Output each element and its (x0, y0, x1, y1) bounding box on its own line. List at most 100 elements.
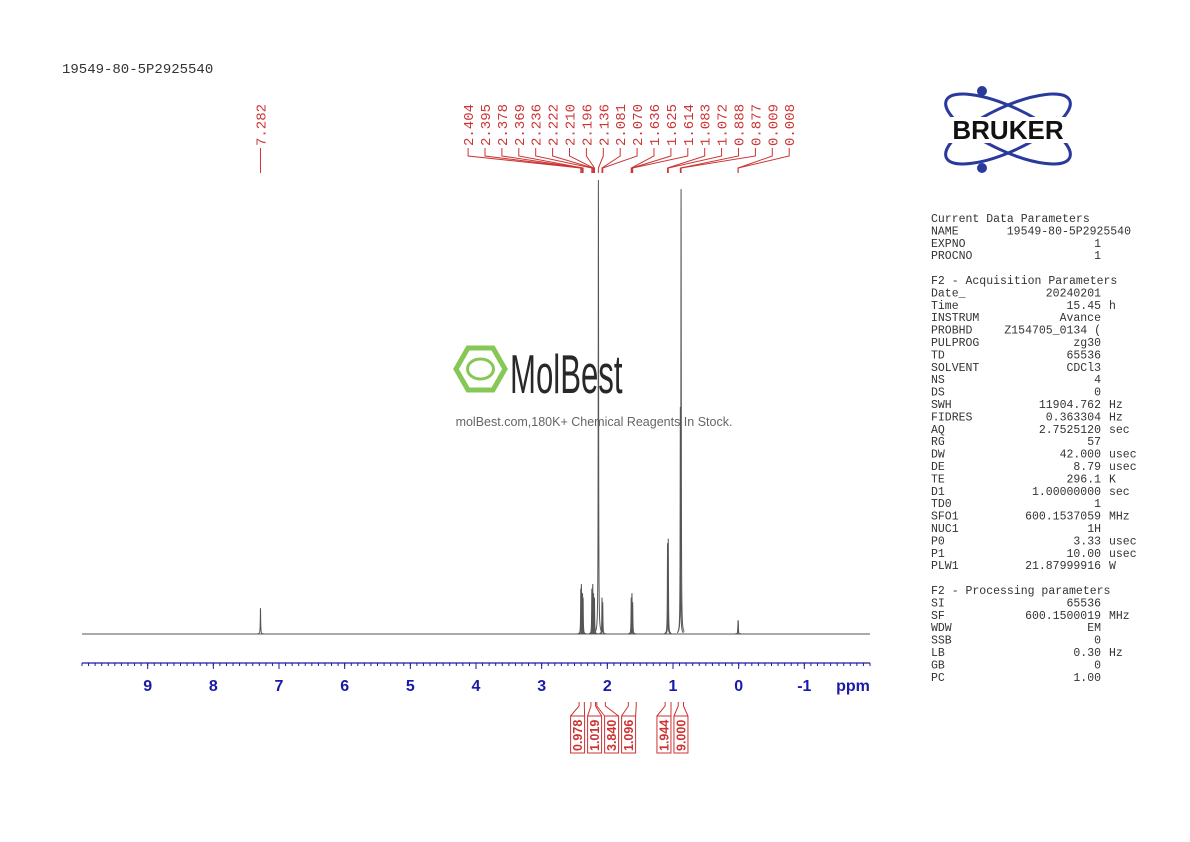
peak-label: 0.009 (766, 104, 782, 146)
integral-box (656, 715, 672, 754)
parameter-name: SOLVENT (931, 362, 979, 375)
peak-label: 2.236 (530, 104, 546, 146)
integral-label: 1.944 (657, 720, 671, 751)
x-tick-label: 9 (143, 678, 152, 695)
parameter-name: WDW (931, 622, 952, 635)
logo-dot (977, 86, 987, 96)
parameter-value: 20240201 (1046, 287, 1101, 300)
parameter-value: 10.00 (1066, 548, 1101, 561)
parameter-name: TD0 (931, 498, 952, 511)
parameter-name: NAME (931, 225, 959, 238)
peak-label: 1.072 (716, 104, 732, 146)
parameter-value: 600.1537059 (1025, 511, 1101, 524)
parameter-value: 1 (1094, 238, 1101, 251)
peak-leader (679, 148, 739, 173)
parameter-name: SFO1 (931, 511, 959, 524)
peak-label: 1.625 (665, 104, 681, 146)
peak-label: 1.083 (699, 104, 715, 146)
parameter-unit: MHz (1109, 511, 1130, 524)
x-axis-label: ppm (836, 678, 870, 695)
parameter-value: 11904.762 (1039, 399, 1101, 412)
watermark-icon (453, 345, 508, 393)
parameter-value: 0.363304 (1046, 411, 1101, 424)
peak (599, 602, 606, 635)
integral-box (587, 715, 603, 754)
peak-leader (501, 148, 584, 173)
x-tick-label: 2 (603, 678, 612, 695)
parameter-unit: K (1109, 473, 1116, 486)
parameter-unit: sec (1109, 424, 1130, 437)
peak-label: 2.081 (614, 104, 630, 146)
parameter-value: Avance (1060, 312, 1102, 325)
peak-label: 2.395 (479, 104, 495, 146)
peak (591, 597, 598, 635)
peak-leader (597, 148, 604, 173)
peak-label: 1.614 (682, 104, 698, 146)
integral-label: 1.096 (622, 720, 636, 751)
parameter-name: Date_ (931, 287, 966, 300)
integral-label: 0.978 (571, 720, 585, 751)
parameter-value: 1H (1087, 523, 1101, 536)
parameter-name: DW (931, 449, 945, 462)
parameter-value: 600.1500019 (1025, 610, 1101, 623)
parameter-unit: Hz (1109, 647, 1123, 660)
peak-leader (602, 148, 638, 173)
peak (629, 602, 636, 635)
integral-box (673, 715, 689, 754)
parameter-value: 3.33 (1073, 535, 1101, 548)
integral-label: 1.019 (588, 720, 602, 751)
peak (578, 584, 585, 635)
parameter-name: RG (931, 436, 945, 449)
parameter-value: 1.00000000 (1032, 486, 1101, 499)
integral-box (604, 715, 620, 754)
x-tick-label: 0 (734, 678, 743, 695)
peak-label: 2.210 (563, 104, 579, 146)
peak (664, 538, 672, 634)
peak-label: 2.404 (462, 104, 478, 146)
peak-label: 7.282 (254, 104, 270, 146)
parameter-value: CDCl3 (1066, 362, 1101, 375)
parameter-name: PROCNO (931, 250, 973, 263)
parameter-value: 1 (1094, 498, 1101, 511)
parameter-section-title: F2 - Acquisition Parameters (931, 275, 1117, 288)
parameter-value: 296.1 (1066, 473, 1101, 486)
parameter-unit: MHz (1109, 610, 1130, 623)
x-tick-label: 1 (669, 678, 678, 695)
parameter-value: zg30 (1073, 337, 1101, 350)
parameter-value: 65536 (1066, 597, 1101, 610)
peak-label: 0.008 (783, 104, 799, 146)
peak-leader (680, 148, 756, 173)
peak (594, 179, 602, 632)
parameter-value: 65536 (1066, 349, 1101, 362)
parameter-name: PLW1 (931, 560, 959, 573)
parameter-section-title: F2 - Processing parameters (931, 585, 1110, 598)
x-tick-label: 3 (537, 678, 546, 695)
peak (677, 189, 685, 632)
x-tick-label: 8 (209, 678, 218, 695)
peak-leader (467, 148, 582, 173)
integral-bracket (683, 702, 689, 717)
logo-orbit (944, 92, 1072, 166)
peak-label: 2.222 (547, 104, 563, 146)
parameter-name: SF (931, 610, 945, 623)
parameter-name: EXPNO (931, 238, 966, 251)
parameter-unit: h (1109, 300, 1116, 313)
peak-label: 2.196 (580, 104, 596, 146)
x-tick-label: 5 (406, 678, 415, 695)
brand-name: BRUKER (952, 115, 1063, 145)
parameter-name: TE (931, 473, 945, 486)
peak-leader (631, 148, 672, 173)
parameter-name: SWH (931, 399, 952, 412)
parameter-name: Time (931, 300, 959, 313)
parameter-value: 2.7525120 (1039, 424, 1101, 437)
integral-label: 9.000 (674, 720, 688, 751)
parameter-name: P1 (931, 548, 945, 561)
peak-label: 1.636 (648, 104, 664, 146)
parameter-value: EM (1087, 622, 1101, 635)
peak-leader (601, 148, 621, 173)
integral-box (570, 715, 586, 754)
parameter-section-title: Current Data Parameters (931, 213, 1090, 226)
integral-bracket (595, 702, 603, 717)
parameter-value: 0 (1094, 635, 1101, 648)
parameter-name: LB (931, 647, 945, 660)
